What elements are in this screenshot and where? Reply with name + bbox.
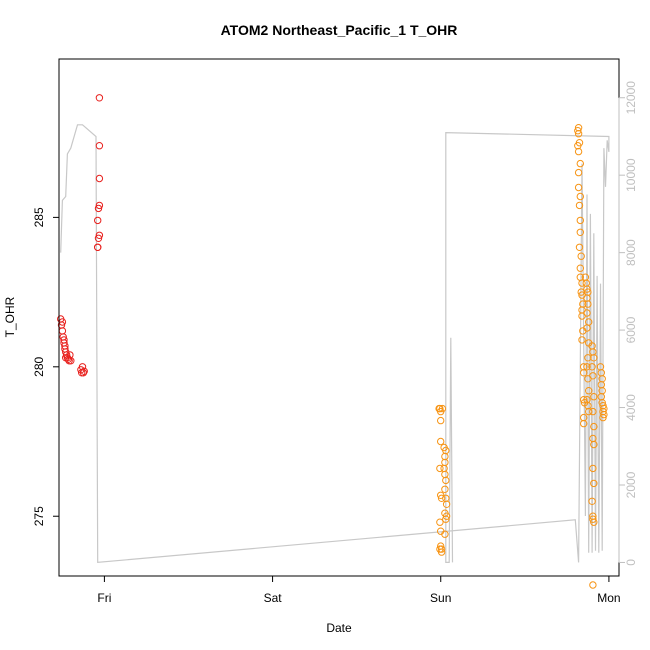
orange-data-point: [583, 363, 591, 371]
orange-data-point: [588, 497, 596, 505]
y-tick-label: 285: [32, 207, 46, 227]
plot-frame: [58, 58, 620, 577]
orange-data-point: [580, 369, 588, 377]
orange-data-point: [589, 372, 597, 380]
orange-points-layer: [435, 124, 608, 589]
red-data-point: [95, 94, 104, 102]
orange-data-point: [575, 243, 584, 252]
orange-data-point: [574, 183, 583, 192]
orange-data-point: [590, 354, 598, 362]
red-data-point: [95, 142, 104, 150]
orange-data-point: [600, 410, 608, 419]
y2-tick-label: 0: [624, 559, 638, 566]
y2-tick-label: 12000: [624, 81, 638, 115]
orange-data-point: [589, 464, 597, 473]
red-data-point: [95, 231, 104, 240]
orange-data-point: [437, 494, 446, 502]
orange-data-point: [590, 518, 598, 526]
y-tick-label: 280: [32, 356, 46, 376]
red-data-point: [94, 243, 102, 252]
orange-data-point: [574, 168, 583, 177]
red-data-point: [94, 216, 102, 225]
orange-data-point: [590, 479, 598, 488]
y2-tick-label: 8000: [624, 239, 638, 266]
red-points-layer: [57, 94, 104, 377]
orange-data-point: [589, 515, 597, 523]
x-axis-label: Date: [326, 621, 352, 635]
orange-data-point: [576, 192, 584, 201]
red-data-point: [95, 174, 104, 183]
orange-data-point: [583, 309, 591, 317]
red-data-point: [80, 367, 88, 375]
orange-data-point: [580, 419, 588, 428]
orange-data-point: [583, 324, 591, 332]
x-axis: Fri Sat Sun Mon: [97, 575, 621, 605]
orange-data-point: [585, 387, 593, 395]
orange-data-point: [575, 201, 584, 210]
orange-data-point: [584, 354, 592, 362]
red-data-point: [94, 234, 103, 243]
orange-data-point: [442, 476, 450, 485]
orange-data-point: [576, 159, 584, 168]
orange-data-point: [436, 464, 444, 473]
orange-data-point: [590, 393, 598, 401]
altitude-line: [60, 124, 610, 564]
orange-data-point: [589, 407, 597, 416]
orange-data-point: [437, 542, 445, 550]
orange-data-point: [442, 512, 451, 520]
orange-data-point: [589, 581, 597, 589]
red-data-point: [61, 342, 69, 350]
red-data-point: [58, 327, 67, 335]
orange-data-point: [437, 416, 445, 425]
orange-data-point: [438, 404, 447, 413]
orange-data-point: [599, 413, 607, 422]
orange-data-point: [442, 515, 450, 523]
y2-tick-label: 4000: [624, 394, 638, 421]
x-tick-label: Fri: [97, 591, 111, 605]
x-tick-label: Sun: [430, 591, 451, 605]
y2-tick-label: 2000: [624, 471, 638, 498]
x-tick-label: Sat: [264, 591, 283, 605]
y2-axis: 0 2000 4000 6000 8000 10000 12000: [618, 81, 638, 566]
red-data-point: [61, 354, 70, 362]
orange-data-point: [574, 147, 583, 156]
orange-data-point: [590, 440, 598, 449]
y2-tick-label: 6000: [624, 316, 638, 343]
orange-data-point: [590, 422, 598, 431]
orange-data-point: [577, 252, 585, 260]
y-axis: 275 280 285: [32, 207, 60, 526]
orange-data-point: [578, 279, 586, 287]
y-tick-label: 275: [32, 506, 46, 526]
orange-data-point: [436, 518, 444, 526]
orange-data-point: [583, 285, 591, 293]
orange-data-point: [578, 336, 586, 344]
orange-data-point: [437, 437, 445, 446]
orange-data-point: [576, 264, 584, 272]
orange-data-point: [580, 396, 588, 404]
red-data-point: [95, 201, 104, 210]
orange-data-point: [437, 545, 446, 553]
orange-data-point: [585, 407, 593, 416]
orange-data-point: [588, 363, 596, 371]
chart-title: ATOM2 Northeast_Pacific_1 T_OHR: [221, 22, 458, 38]
orange-data-point: [576, 228, 584, 237]
x-tick-label: Mon: [597, 591, 620, 605]
orange-data-point: [576, 216, 584, 225]
orange-data-point: [442, 500, 451, 508]
orange-data-point: [574, 127, 582, 135]
orange-data-point: [441, 530, 449, 538]
y2-tick-label: 10000: [624, 158, 638, 192]
orange-data-point: [584, 300, 592, 308]
orange-data-point: [441, 470, 449, 479]
orange-data-point: [436, 404, 444, 413]
altitude-line-layer: [60, 124, 610, 564]
red-data-point: [94, 204, 103, 213]
orange-data-point: [574, 130, 583, 138]
orange-data-point: [441, 485, 449, 493]
y-axis-label: T_OHR: [3, 296, 17, 337]
